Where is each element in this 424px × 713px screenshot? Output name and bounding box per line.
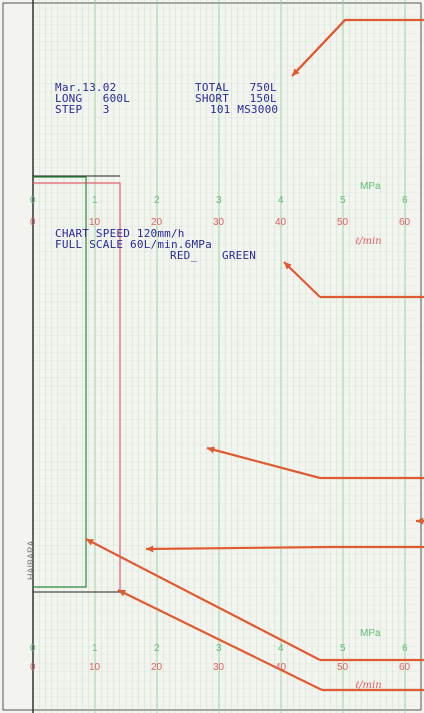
arrow-green-trace: [85, 538, 321, 661]
mpa-tick-label: 3: [216, 195, 222, 206]
mpa-tick-label: 1: [92, 195, 98, 206]
mpa-tick-label: 2: [154, 195, 160, 206]
mpa-tick-label: 0: [30, 195, 36, 206]
mpa-tick-label: 4: [278, 643, 284, 654]
mpa-tick-label: 1: [92, 643, 98, 654]
arrow-red-trace-head: [118, 590, 126, 597]
long-volume: LONG 600L: [55, 92, 131, 105]
flow-tick-label: 0: [30, 217, 36, 228]
arrow-total-head: [292, 68, 300, 76]
flow-tick-label: 30: [213, 662, 225, 673]
arrow-red-trace: [117, 589, 323, 691]
mpa-tick-label: 0: [30, 643, 36, 654]
arrow-total: [291, 19, 346, 77]
arrow-grid: [206, 446, 321, 480]
arrow-green: [283, 261, 321, 298]
arrow-green-trace-head: [86, 539, 94, 546]
mpa-tick-label: 2: [154, 643, 160, 654]
flow-tick-label: 50: [337, 217, 349, 228]
model-code: 101 MS3000: [210, 103, 279, 116]
record-date: Mar.13.02: [55, 81, 117, 94]
flow-tick-label: 50: [337, 662, 349, 673]
mpa-tick-label: 5: [340, 643, 346, 654]
red-legend-label: RED_: [170, 249, 198, 262]
flow-tick-label: 30: [213, 217, 225, 228]
flow-tick-label: 40: [275, 217, 287, 228]
flow-tick-label: 10: [89, 662, 101, 673]
mpa-unit-label: MPa: [360, 181, 381, 192]
arrow-red-head: [146, 545, 154, 553]
step-value: STEP 3: [55, 103, 110, 116]
green-trace-line: [33, 176, 87, 588]
arrow-grid-head: [207, 446, 215, 454]
mpa-unit-label: MPa: [360, 628, 381, 639]
mpa-tick-label: 6: [402, 643, 408, 654]
mpa-tick-label: 3: [216, 643, 222, 654]
flow-tick-label: 20: [151, 662, 163, 673]
manufacturer-mark: HAIBARA: [26, 540, 36, 580]
flow-tick-label: 60: [399, 662, 411, 673]
flow-tick-label: 0: [30, 662, 36, 673]
green-legend-label: GREEN: [222, 249, 257, 262]
arrow-green-head: [284, 262, 292, 270]
flow-tick-label: 60: [399, 217, 411, 228]
flow-unit-label: ℓ/min: [355, 680, 382, 691]
annotation-arrows: [85, 18, 424, 692]
arrow-side-head: [416, 517, 424, 525]
mpa-tick-label: 4: [278, 195, 284, 206]
red-trace-line: [33, 182, 121, 592]
short-volume: SHORT 150L: [195, 92, 277, 105]
total-volume: TOTAL 750L: [195, 81, 277, 94]
mpa-tick-label: 5: [340, 195, 346, 206]
flow-tick-label: 20: [151, 217, 163, 228]
flow-tick-label: 10: [89, 217, 101, 228]
arrow-red: [145, 545, 331, 551]
chart-speed: CHART SPEED 120mm/h: [55, 227, 185, 240]
flow-unit-label: ℓ/min: [355, 236, 382, 247]
mpa-tick-label: 6: [402, 195, 408, 206]
flow-tick-label: 40: [275, 662, 287, 673]
full-scale: FULL SCALE 60L/min.6MPa: [55, 238, 212, 251]
